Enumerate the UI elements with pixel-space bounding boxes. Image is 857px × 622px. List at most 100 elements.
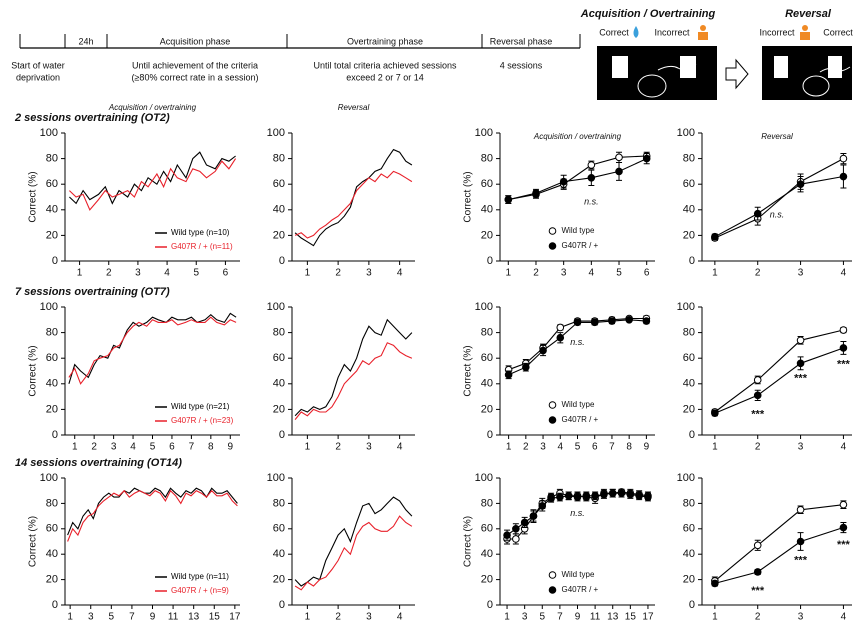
- y-tick-label: 80: [273, 153, 285, 165]
- annotation: n.s.: [584, 196, 599, 206]
- y-tick-label: 60: [46, 523, 58, 535]
- legend-label: Wild type: [562, 226, 595, 235]
- x-tick-label: 1: [305, 442, 311, 453]
- annotation: ***: [837, 359, 851, 371]
- x-tick-label: 3: [135, 268, 141, 279]
- y-tick-label: 40: [273, 378, 285, 390]
- mean-marker: [608, 317, 616, 325]
- y-axis-label: Correct (%): [28, 345, 39, 396]
- x-tick-label: 3: [540, 442, 546, 453]
- x-tick-label: 4: [841, 442, 847, 453]
- mean-marker: [556, 323, 565, 332]
- x-tick-label: 5: [193, 268, 199, 279]
- y-tick-label: 100: [475, 301, 493, 313]
- phase-note: Start of water: [11, 60, 65, 70]
- legend-label: G407R / + (n=23): [171, 416, 234, 425]
- x-tick-label: 2: [335, 612, 341, 622]
- annotation: ***: [751, 408, 765, 420]
- x-tick-label: 4: [397, 268, 403, 279]
- mean-marker: [796, 537, 805, 546]
- mean-marker: [642, 317, 651, 325]
- mean-marker: [625, 316, 633, 324]
- mean-marker: [753, 568, 762, 576]
- legend-label: G407R / + (n=9): [171, 586, 229, 595]
- x-tick-label: 9: [644, 442, 650, 453]
- mean-marker: [615, 167, 623, 176]
- y-tick-label: 100: [267, 301, 285, 313]
- mean-marker: [839, 172, 848, 181]
- y-tick-label: 20: [273, 403, 285, 415]
- mean-marker: [600, 490, 608, 499]
- y-tick-label: 0: [487, 429, 493, 441]
- phase-label: Overtraining phase: [347, 36, 423, 46]
- x-tick-label: 9: [575, 612, 581, 622]
- legend-label: G407R / +: [562, 241, 599, 250]
- port: [774, 56, 788, 78]
- y-tick-label: 80: [273, 327, 285, 339]
- y-tick-label: 80: [273, 497, 285, 509]
- y-tick-label: 100: [40, 127, 58, 139]
- mouse-icon: [637, 74, 667, 98]
- x-tick-label: 1: [305, 612, 311, 622]
- y-tick-label: 40: [481, 204, 493, 216]
- mean-marker: [573, 493, 582, 501]
- x-tick-label: 7: [557, 612, 563, 622]
- mean-marker: [711, 409, 719, 418]
- port: [828, 56, 842, 78]
- chart-title: Reversal: [338, 103, 370, 112]
- y-tick-label: 100: [677, 127, 695, 139]
- y-tick-label: 100: [677, 301, 695, 313]
- legend-swatch: [548, 242, 557, 250]
- x-tick-label: 1: [305, 268, 311, 279]
- x-tick-label: 4: [397, 442, 403, 453]
- y-tick-label: 20: [46, 574, 58, 586]
- legend-label: Wild type: [562, 400, 595, 409]
- x-tick-label: 2: [523, 442, 529, 453]
- x-tick-label: 4: [841, 268, 847, 279]
- y-tick-label: 100: [40, 472, 58, 484]
- annotation: n.s.: [570, 508, 585, 518]
- mean-marker: [796, 505, 805, 514]
- trace-line: [294, 318, 413, 417]
- x-tick-label: 8: [626, 442, 632, 453]
- x-tick-label: 6: [169, 442, 175, 453]
- chart-title: Reversal: [761, 132, 793, 141]
- mean-marker: [642, 154, 651, 163]
- y-tick-label: 20: [481, 403, 493, 415]
- x-tick-label: 1: [67, 612, 73, 622]
- mean-marker: [839, 523, 848, 532]
- x-tick-label: 2: [755, 268, 761, 279]
- person-icon: [698, 32, 708, 40]
- mean-marker: [587, 161, 596, 169]
- trace-line: [67, 487, 238, 536]
- water-drop-icon: [633, 26, 639, 38]
- x-tick-label: 5: [539, 612, 545, 622]
- mean-marker: [556, 493, 564, 501]
- y-tick-label: 80: [481, 153, 493, 165]
- annotation: ***: [837, 539, 851, 551]
- x-tick-label: 17: [229, 612, 241, 622]
- schematic-label: Incorrect: [654, 27, 690, 37]
- mean-marker: [582, 491, 591, 500]
- legend-label: Wild type: [562, 570, 595, 579]
- x-tick-label: 1: [77, 268, 83, 279]
- y-tick-label: 60: [273, 523, 285, 535]
- trace-line: [69, 158, 237, 211]
- mean-marker: [711, 579, 719, 588]
- y-tick-label: 60: [273, 178, 285, 190]
- legend-swatch: [548, 227, 557, 235]
- y-tick-label: 0: [52, 599, 58, 611]
- annotation: ***: [794, 554, 808, 566]
- x-tick-label: 7: [129, 612, 135, 622]
- y-tick-label: 40: [46, 378, 58, 390]
- mean-marker: [591, 491, 599, 500]
- mean-marker: [635, 491, 643, 500]
- mean-marker: [556, 333, 565, 342]
- y-axis-label: Correct (%): [463, 516, 474, 567]
- phase-note: (≥80% correct rate in a session): [132, 72, 259, 82]
- y-tick-label: 80: [683, 153, 695, 165]
- legend-label: Wild type (n=11): [171, 572, 229, 581]
- x-tick-label: 1: [712, 612, 718, 622]
- trace-line: [294, 342, 413, 420]
